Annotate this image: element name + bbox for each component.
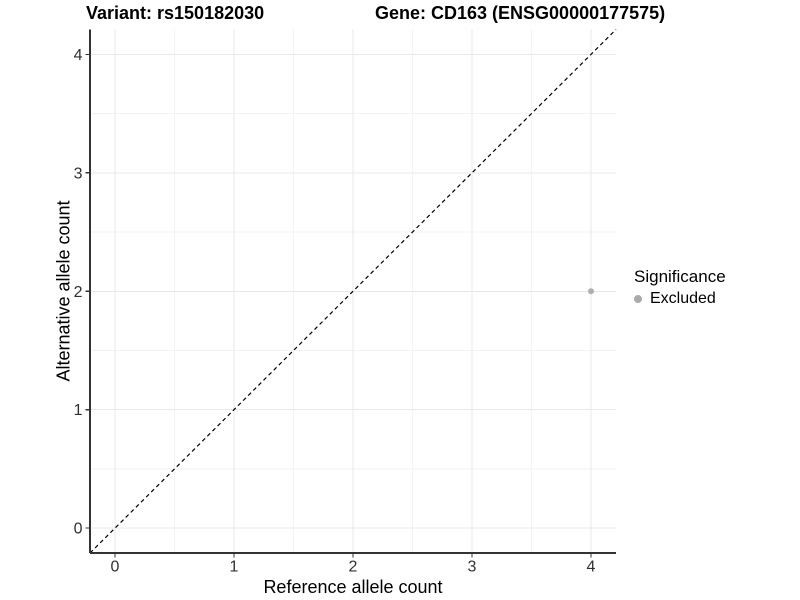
y-tick-label: 4 <box>74 47 83 64</box>
plot-title-variant: Variant: rs150182030 <box>86 3 265 23</box>
x-axis-title: Reference allele count <box>263 577 443 597</box>
identity-line <box>89 29 617 554</box>
y-tick-label: 2 <box>74 284 83 301</box>
plot-title-gene: Gene: CD163 (ENSG00000177575) <box>375 3 666 23</box>
legend-point-icon <box>634 295 642 303</box>
y-tick-label: 0 <box>74 521 83 538</box>
y-tick-label: 1 <box>74 402 83 419</box>
legend-item-excluded: Excluded <box>634 290 726 308</box>
legend-title: Significance <box>634 267 726 286</box>
x-tick-label: 2 <box>349 559 358 576</box>
data-point <box>588 288 595 295</box>
legend-item-label: Excluded <box>650 290 716 307</box>
x-tick-label: 3 <box>468 559 477 576</box>
y-axis-title: Alternative allele count <box>53 200 74 382</box>
x-tick-label: 1 <box>230 559 239 576</box>
y-tick-label: 3 <box>74 165 83 182</box>
legend: Significance Excluded <box>634 266 726 308</box>
x-tick-label: 4 <box>587 559 596 576</box>
x-tick-label: 0 <box>111 559 120 576</box>
